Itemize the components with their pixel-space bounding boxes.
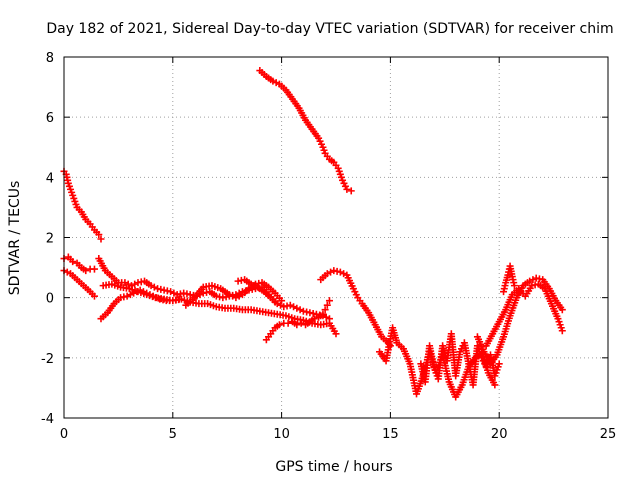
y-tick-label: 6 (46, 111, 54, 126)
data-point (69, 258, 77, 266)
series-arc-16 (500, 262, 518, 296)
data-point (121, 279, 129, 287)
data-point (296, 306, 304, 314)
data-point (229, 292, 237, 300)
data-point (90, 265, 98, 273)
x-tick-label: 5 (169, 427, 177, 442)
data-point (347, 187, 355, 195)
data-point (290, 303, 298, 311)
x-tick-label: 0 (60, 427, 68, 442)
data-point (225, 291, 233, 299)
data-point (495, 360, 503, 368)
data-point (510, 282, 518, 290)
x-tick-labels: 0 5 10 15 20 25 (60, 427, 616, 442)
data-point (325, 315, 333, 323)
series-arc-2 (256, 67, 355, 195)
x-axis-label: GPS time / hours (275, 459, 392, 475)
data-point (143, 289, 151, 297)
x-tick-label: 25 (600, 427, 617, 442)
data-point (170, 289, 178, 297)
series-arc-4 (60, 267, 98, 300)
data-point (63, 268, 71, 276)
data-point (269, 77, 277, 85)
data-point (526, 277, 534, 285)
data-point (149, 292, 157, 300)
data-point (278, 297, 286, 305)
data-point (273, 300, 281, 308)
y-tick-labels: -4 -2 0 2 4 6 8 (41, 51, 54, 427)
data-point (323, 270, 331, 278)
x-tick-label: 20 (491, 427, 508, 442)
data-point (82, 267, 90, 275)
y-tick-label: 2 (46, 232, 54, 247)
data-point (343, 185, 351, 193)
series-arc-10 (262, 297, 333, 344)
data-point (167, 288, 175, 296)
data-point (130, 289, 138, 297)
plot-frame (63, 56, 609, 419)
x-tick-label: 15 (382, 427, 399, 442)
data-point (332, 330, 340, 338)
data-point (150, 283, 158, 291)
series-arc-14 (473, 274, 566, 368)
data-point (136, 286, 144, 294)
data-point (272, 79, 280, 87)
data-point (139, 288, 147, 296)
data-point (250, 282, 258, 290)
data-point (95, 230, 103, 238)
data-point (90, 292, 98, 300)
data-point (491, 381, 499, 389)
data-point (558, 306, 566, 314)
data-point (293, 321, 301, 329)
data-point (558, 327, 566, 335)
data-point (286, 301, 294, 309)
data-point (152, 294, 160, 302)
data-point (147, 282, 155, 290)
data-point (323, 301, 331, 309)
data-point (97, 235, 105, 243)
data-point (293, 304, 301, 312)
data-point (529, 276, 537, 284)
data-point (310, 315, 318, 323)
data-point (275, 321, 283, 329)
series-arc-11 (317, 267, 394, 350)
data-point (297, 319, 305, 327)
y-tick-label: 0 (46, 292, 54, 307)
data-point (175, 295, 183, 303)
series-arc-15 (482, 280, 566, 350)
data-point (327, 268, 335, 276)
data-point (319, 310, 327, 318)
series-arc-13 (417, 330, 503, 389)
data-point (123, 292, 131, 300)
y-tick-label: -4 (41, 412, 54, 427)
data-point (247, 280, 255, 288)
series-arc-1 (60, 167, 105, 243)
data-point (321, 306, 329, 314)
data-point (336, 268, 344, 276)
data-point (124, 280, 132, 288)
data-point (131, 280, 139, 288)
y-axis-label: SDTVAR / TECUs (7, 181, 23, 296)
data-points (60, 67, 566, 401)
data-point (133, 288, 141, 296)
data-point (340, 270, 348, 278)
data-point (277, 301, 285, 309)
gridlines (64, 57, 608, 418)
y-tick-label: -2 (41, 352, 54, 367)
data-point (126, 291, 134, 299)
y-tick-label: 8 (46, 51, 54, 66)
data-point (284, 319, 292, 327)
chart-title: Day 182 of 2021, Sidereal Day-to-day VTE… (46, 21, 613, 37)
data-point (325, 297, 333, 305)
data-point (146, 291, 154, 299)
series-arc-7 (97, 286, 183, 323)
y-tick-label: 4 (46, 171, 54, 186)
data-point (232, 294, 240, 302)
x-tick-label: 10 (273, 427, 290, 442)
data-point (235, 292, 243, 300)
